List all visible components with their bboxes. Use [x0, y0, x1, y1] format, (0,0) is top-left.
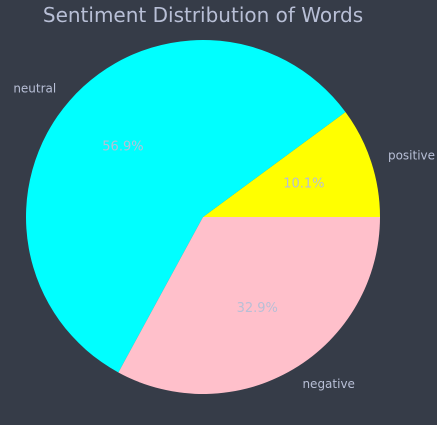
pie-slice-neutral	[25, 39, 346, 373]
slice-percent-neutral: 56.9%	[102, 140, 143, 155]
slice-percent-positive: 10.1%	[283, 176, 324, 191]
pie-slice-positive	[203, 111, 380, 217]
pie-labels: positive 10.1% neutral 56.9% negative 32.9%	[13, 82, 435, 391]
chart-title: Sentiment Distribution of Words	[43, 3, 363, 27]
slice-label-positive: positive	[388, 149, 435, 163]
slice-label-negative: negative	[302, 377, 354, 391]
pie-slice-negative	[118, 217, 380, 395]
slice-label-neutral: neutral	[13, 82, 56, 96]
pie-slices	[25, 39, 380, 395]
slice-percent-negative: 32.9%	[237, 301, 278, 316]
